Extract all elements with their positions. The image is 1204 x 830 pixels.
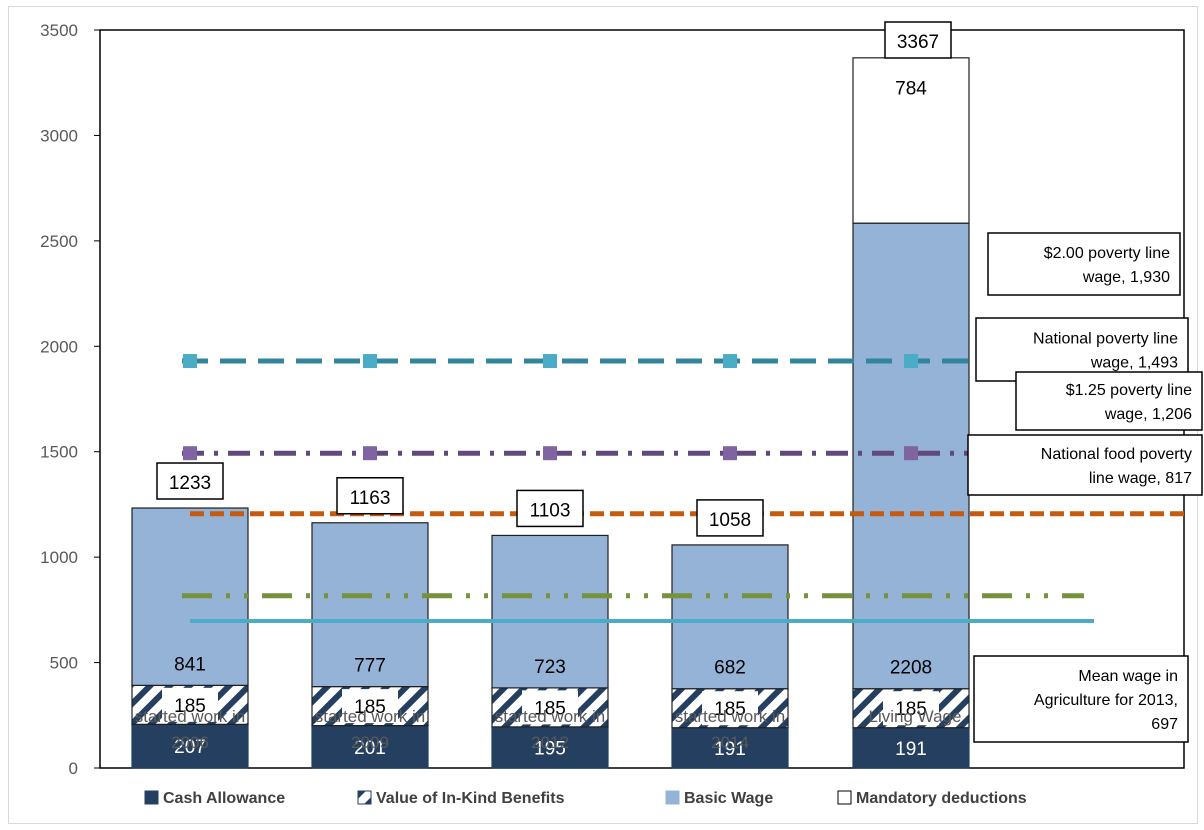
data-label: 195 xyxy=(534,738,566,759)
total-label-box xyxy=(156,462,224,500)
reference-marker xyxy=(363,354,377,369)
data-label: 201 xyxy=(354,738,386,759)
annotation-text: wage, 1,206 xyxy=(1104,406,1192,423)
bar-basic-wage xyxy=(491,534,609,689)
y-tick-label: 2500 xyxy=(40,232,78,251)
annotation-box xyxy=(975,317,1189,382)
data-labels: 207 185 841 201 185 777 195 185 723 191 185 682 191 1… xyxy=(156,21,952,760)
bar-basic-wage xyxy=(671,544,789,690)
legend-swatch xyxy=(837,790,852,805)
total-label: 1233 xyxy=(169,473,211,494)
data-label: 191 xyxy=(714,739,746,760)
reference-marker xyxy=(723,446,737,461)
annotation-text: Agriculture for 2013, xyxy=(1034,692,1178,709)
data-label-bg xyxy=(702,691,758,726)
legend-label: Basic Wage xyxy=(684,790,773,807)
x-axis-labels: started work in 2006 started work in 2009 st… xyxy=(135,707,962,752)
total-label-box xyxy=(516,489,584,528)
annotation-box xyxy=(973,655,1189,743)
data-label: 191 xyxy=(895,739,927,760)
annotation-text: wage, 1,930 xyxy=(1082,269,1170,286)
bar-cash-allowance xyxy=(491,726,609,769)
reference-marker xyxy=(183,354,197,369)
legend-label: Value of In-Kind Benefits xyxy=(376,790,565,807)
data-label: 207 xyxy=(174,737,206,758)
x-tick-label: started work in xyxy=(675,707,786,726)
bar-mandatory-deductions xyxy=(852,57,970,224)
legend-label: Cash Allowance xyxy=(163,790,285,807)
bar-cash-allowance xyxy=(852,727,970,769)
total-label: 1163 xyxy=(350,488,391,509)
data-label: 841 xyxy=(174,654,206,675)
annotations: $2.00 poverty line wage, 1,930 National po… xyxy=(967,232,1203,743)
reference-marker xyxy=(543,354,557,369)
annotation-text: $2.00 poverty line xyxy=(1044,245,1170,262)
x-tick-label: 2012 xyxy=(531,733,569,752)
legend: Cash Allowance Value of In-Kind Benefits B… xyxy=(144,790,1027,807)
y-axis: 0 500 1000 1500 2000 2500 3000 3500 xyxy=(40,21,100,778)
y-tick-label: 0 xyxy=(69,759,78,778)
reference-marker xyxy=(904,354,918,369)
data-label: 185 xyxy=(895,699,927,720)
data-label-bg xyxy=(162,687,218,722)
annotation-box xyxy=(1015,371,1203,431)
data-label: 185 xyxy=(534,698,566,719)
legend-label: Mandatory deductions xyxy=(856,790,1027,807)
x-tick-label: 2006 xyxy=(171,733,209,752)
data-label: 185 xyxy=(714,699,746,720)
y-tick-label: 500 xyxy=(50,654,78,673)
x-tick-label: 2009 xyxy=(351,733,389,752)
annotation-box xyxy=(987,232,1181,296)
data-label: 777 xyxy=(354,656,386,677)
y-tick-label: 1000 xyxy=(40,548,78,567)
total-label: 3367 xyxy=(897,32,939,53)
reference-marker xyxy=(363,446,377,461)
bar-basic-wage xyxy=(311,522,429,688)
y-tick-label: 1500 xyxy=(40,443,78,462)
data-label: 723 xyxy=(534,657,566,678)
data-label-bg xyxy=(883,691,939,726)
total-label-box xyxy=(696,499,764,537)
legend-swatch xyxy=(357,790,372,805)
total-label: 1103 xyxy=(530,500,571,521)
annotation-text: National poverty line xyxy=(1033,331,1178,348)
data-label: 784 xyxy=(895,79,927,100)
annotation-text: line wage, 817 xyxy=(1089,470,1192,487)
data-label: 2208 xyxy=(890,658,932,679)
total-label: 1058 xyxy=(709,510,751,531)
reference-marker xyxy=(543,446,557,461)
x-tick-label: Living Wage xyxy=(869,707,962,726)
data-label-bg xyxy=(342,689,398,724)
x-tick-label: started work in xyxy=(315,707,426,726)
x-tick-label: started work in xyxy=(495,707,606,726)
data-label-bg xyxy=(522,690,578,725)
y-tick-label: 2000 xyxy=(40,337,78,356)
x-tick-label: started work in xyxy=(135,707,246,726)
bar-cash-allowance xyxy=(671,727,789,769)
bars xyxy=(131,57,970,769)
legend-swatch xyxy=(144,790,159,805)
data-label: 185 xyxy=(354,697,386,718)
reference-marker xyxy=(183,446,197,461)
annotation-text: National food poverty xyxy=(1041,446,1192,463)
data-label: 185 xyxy=(174,696,206,717)
annotation-text: $1.25 poverty line xyxy=(1066,382,1192,399)
annotation-text: 697 xyxy=(1151,716,1178,733)
reference-marker xyxy=(904,446,918,461)
y-tick-label: 3000 xyxy=(40,126,78,145)
legend-swatch xyxy=(665,790,680,805)
annotation-text: wage, 1,493 xyxy=(1090,355,1178,372)
data-label: 682 xyxy=(714,658,746,679)
total-label-box xyxy=(884,21,952,59)
y-tick-label: 3500 xyxy=(40,21,78,40)
x-tick-label: 2014 xyxy=(711,733,749,752)
annotation-text: Mean wage in xyxy=(1078,668,1178,685)
annotation-box xyxy=(967,434,1203,496)
reference-marker xyxy=(723,354,737,369)
total-label-box xyxy=(336,477,404,515)
